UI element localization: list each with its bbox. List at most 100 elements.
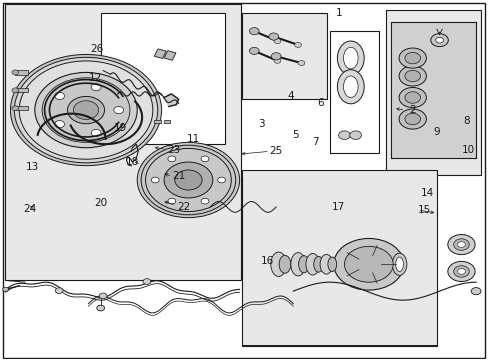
Circle shape bbox=[143, 279, 151, 284]
Circle shape bbox=[294, 42, 301, 48]
Ellipse shape bbox=[313, 256, 323, 272]
Circle shape bbox=[42, 78, 130, 142]
Ellipse shape bbox=[337, 41, 364, 75]
Text: 6: 6 bbox=[316, 98, 323, 108]
Bar bbox=[154, 121, 160, 123]
Bar bbox=[390, 22, 475, 158]
Bar bbox=[15, 106, 27, 111]
Circle shape bbox=[435, 37, 443, 43]
Text: 23: 23 bbox=[167, 144, 180, 154]
Circle shape bbox=[145, 148, 231, 212]
Circle shape bbox=[333, 238, 403, 290]
Circle shape bbox=[174, 170, 202, 190]
Circle shape bbox=[55, 93, 64, 99]
Circle shape bbox=[457, 269, 465, 274]
Circle shape bbox=[19, 61, 153, 159]
Text: 19: 19 bbox=[113, 123, 126, 133]
Circle shape bbox=[201, 198, 208, 204]
Circle shape bbox=[35, 72, 137, 148]
Polygon shape bbox=[163, 94, 178, 107]
Circle shape bbox=[73, 101, 99, 120]
Text: 14: 14 bbox=[420, 188, 433, 198]
Text: 22: 22 bbox=[177, 202, 190, 212]
Bar bbox=[15, 88, 27, 93]
Circle shape bbox=[55, 288, 63, 293]
Circle shape bbox=[404, 92, 420, 103]
Circle shape bbox=[453, 239, 468, 250]
Circle shape bbox=[12, 106, 19, 111]
Circle shape bbox=[12, 70, 19, 75]
Text: 26: 26 bbox=[90, 44, 103, 54]
Circle shape bbox=[55, 121, 64, 128]
Circle shape bbox=[398, 87, 426, 108]
Circle shape bbox=[344, 246, 392, 282]
Circle shape bbox=[349, 131, 361, 139]
Ellipse shape bbox=[343, 76, 357, 98]
Ellipse shape bbox=[395, 257, 403, 271]
Circle shape bbox=[217, 177, 225, 183]
Text: 5: 5 bbox=[292, 130, 298, 140]
Bar bbox=[163, 121, 170, 123]
Circle shape bbox=[2, 287, 8, 292]
Ellipse shape bbox=[279, 255, 290, 273]
Circle shape bbox=[430, 34, 447, 46]
Circle shape bbox=[97, 305, 104, 311]
Circle shape bbox=[163, 162, 212, 198]
Text: 7: 7 bbox=[311, 138, 318, 147]
Ellipse shape bbox=[298, 256, 309, 273]
Text: 18: 18 bbox=[125, 157, 139, 167]
Bar bbox=[15, 70, 27, 75]
Bar bbox=[242, 170, 436, 346]
Ellipse shape bbox=[337, 70, 364, 104]
Circle shape bbox=[99, 293, 107, 299]
Text: 2: 2 bbox=[408, 105, 415, 115]
Bar bbox=[242, 13, 327, 99]
Circle shape bbox=[297, 60, 304, 66]
Circle shape bbox=[10, 54, 161, 166]
Circle shape bbox=[167, 198, 175, 204]
Bar bbox=[385, 10, 480, 175]
Circle shape bbox=[114, 107, 123, 114]
Text: 20: 20 bbox=[94, 198, 107, 208]
Text: 13: 13 bbox=[26, 162, 39, 172]
Circle shape bbox=[271, 53, 281, 60]
Text: 1: 1 bbox=[336, 8, 342, 18]
Circle shape bbox=[249, 47, 259, 54]
Text: 11: 11 bbox=[186, 134, 200, 144]
Circle shape bbox=[249, 28, 259, 35]
Text: 17: 17 bbox=[331, 202, 345, 212]
Circle shape bbox=[14, 57, 158, 163]
Text: 8: 8 bbox=[462, 116, 468, 126]
Circle shape bbox=[457, 242, 465, 247]
Circle shape bbox=[273, 39, 280, 44]
Circle shape bbox=[338, 131, 349, 139]
Bar bbox=[101, 13, 224, 144]
Circle shape bbox=[404, 70, 420, 82]
Ellipse shape bbox=[290, 253, 305, 276]
Ellipse shape bbox=[391, 253, 406, 275]
Circle shape bbox=[453, 266, 468, 277]
Circle shape bbox=[167, 156, 175, 162]
Circle shape bbox=[141, 145, 235, 215]
Text: 12: 12 bbox=[89, 73, 102, 83]
Circle shape bbox=[404, 113, 420, 125]
Ellipse shape bbox=[305, 253, 319, 275]
Ellipse shape bbox=[320, 255, 332, 274]
Text: 25: 25 bbox=[269, 146, 282, 156]
Circle shape bbox=[201, 156, 208, 162]
Circle shape bbox=[470, 288, 480, 295]
Circle shape bbox=[404, 52, 420, 64]
Circle shape bbox=[151, 177, 159, 183]
Ellipse shape bbox=[327, 257, 336, 271]
Text: 16: 16 bbox=[261, 256, 274, 266]
Circle shape bbox=[268, 33, 278, 40]
Text: 10: 10 bbox=[461, 144, 474, 154]
Circle shape bbox=[447, 261, 474, 282]
Bar bbox=[154, 49, 166, 58]
Bar bbox=[329, 31, 378, 153]
Text: 9: 9 bbox=[433, 127, 440, 136]
Circle shape bbox=[137, 142, 239, 218]
Circle shape bbox=[398, 66, 426, 86]
Text: 3: 3 bbox=[258, 120, 264, 129]
Circle shape bbox=[91, 84, 101, 91]
